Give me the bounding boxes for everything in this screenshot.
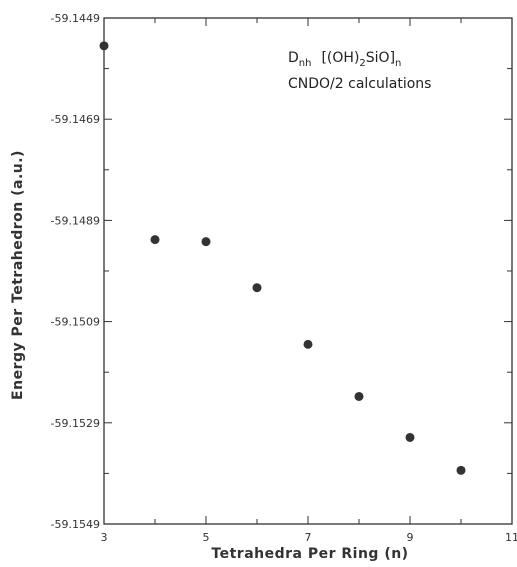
data-point <box>354 391 364 401</box>
plot-border <box>103 17 513 525</box>
data-point <box>99 41 109 51</box>
plot-frame <box>103 17 513 525</box>
annotation-formula-rest: SiO] <box>366 50 395 66</box>
data-points <box>99 41 466 475</box>
data-point <box>150 235 160 245</box>
y-tick-label: -59.1449 <box>51 12 100 25</box>
y-axis-ticks: -59.1449 -59.1469 -59.1489 -59.1509 -59.1529… <box>51 12 512 531</box>
data-point <box>201 237 211 247</box>
annotation-formula-subscript: 2 <box>359 58 365 69</box>
x-tick-label: 5 <box>203 531 210 544</box>
x-tick-label: 3 <box>101 531 108 544</box>
x-tick-label: 7 <box>305 531 312 544</box>
annotation-line2: CNDO/2 calculations <box>288 76 431 92</box>
y-tick-label: -59.1489 <box>51 214 100 227</box>
annotation-line1: Dnh [(OH)2SiO]n <box>288 50 401 69</box>
y-tick-label: -59.1509 <box>51 316 100 329</box>
y-tick-label: -59.1469 <box>51 113 100 126</box>
annotation-d: D <box>288 50 299 66</box>
data-point <box>303 339 313 349</box>
annotation-formula: [(OH) <box>321 50 359 66</box>
x-tick-label: 9 <box>407 531 414 544</box>
x-axis-title: Tetrahedra Per Ring (n) <box>211 546 408 562</box>
x-tick-label: 11 <box>505 531 517 544</box>
data-point <box>405 432 415 442</box>
annotation-n-subscript: n <box>395 58 401 69</box>
annotation-d-subscript: nh <box>299 58 312 69</box>
y-axis-title: Energy Per Tetrahedron (a.u.) <box>10 150 26 400</box>
y-tick-label: -59.1529 <box>51 417 100 430</box>
data-point <box>252 283 262 293</box>
data-point <box>456 465 466 475</box>
y-tick-label: -59.1549 <box>51 518 100 531</box>
x-axis-ticks: 3 5 7 9 11 <box>101 18 517 544</box>
